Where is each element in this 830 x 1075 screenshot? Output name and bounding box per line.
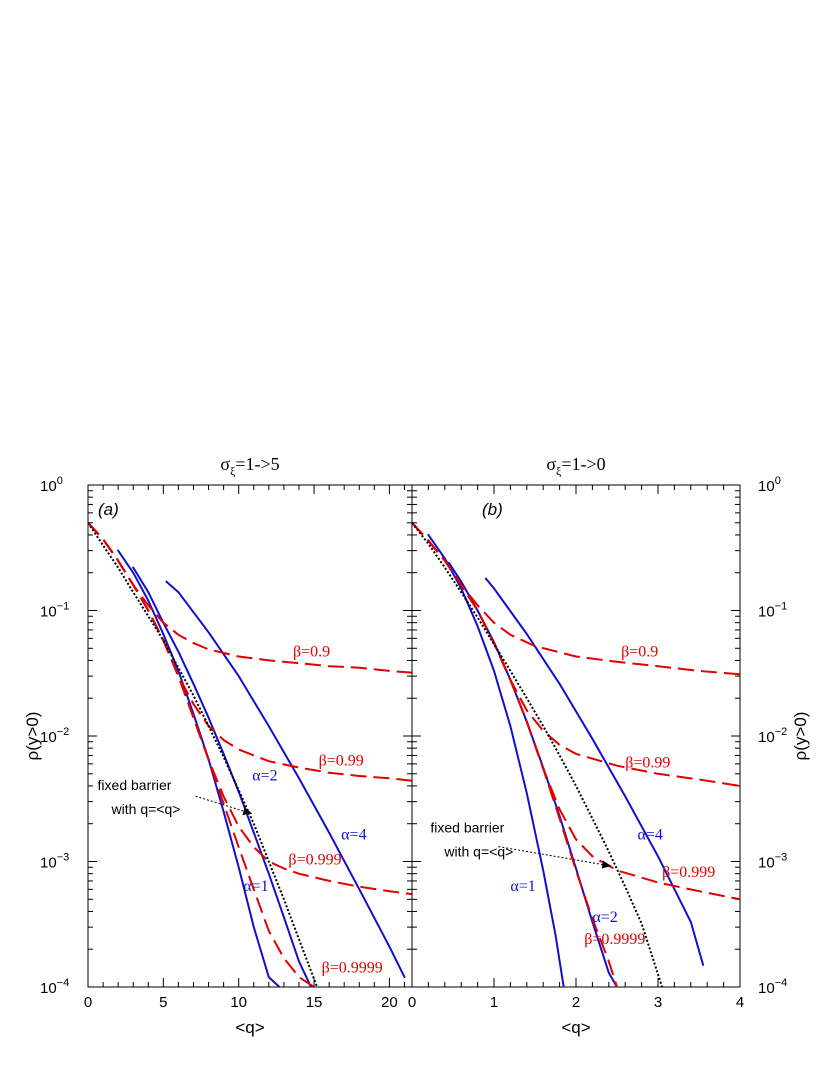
panel-a-fixed-arrow xyxy=(195,795,253,815)
panel-b-annotation: α=2 xyxy=(592,909,617,926)
panel-a-series-fixed-barrier-with-q-q- xyxy=(88,522,319,987)
panel-a-xtick-label: 10 xyxy=(230,994,247,1011)
panel-a-series--0-9 xyxy=(88,522,412,674)
panel-a-annotation: α=1 xyxy=(243,878,268,895)
panel-b-annotation: α=4 xyxy=(638,826,663,843)
panel-a-annotation: β=0.99 xyxy=(319,753,364,770)
panel-a-ylabel: ρ(y>0) xyxy=(23,712,42,761)
panel-b-ytick-label: 10−2 xyxy=(758,726,787,746)
panel-a-series--0-9999 xyxy=(88,522,315,987)
panel-b-title: σξ=1->0 xyxy=(546,454,605,478)
panel-a-fixed-label-line1: fixed barrier xyxy=(98,777,172,793)
panel-b-fixed-label-line2: with q=<q> xyxy=(443,844,513,860)
panel-a-ytick-label: 10−1 xyxy=(40,601,69,621)
panel-a-series--4 xyxy=(165,580,406,979)
panel-b-xlabel: <q> xyxy=(561,1018,590,1037)
panel-a-xtick-label: 0 xyxy=(84,994,92,1011)
panel-b-xtick-label: 3 xyxy=(654,994,662,1011)
panel-b-ytick-label: 10−3 xyxy=(758,852,787,872)
panel-a-annotation: β=0.9 xyxy=(293,643,330,660)
panel-b-xtick-label: 0 xyxy=(408,994,416,1011)
panel-a-fixed-arrowhead xyxy=(242,807,253,815)
panel-b-xtick-label: 4 xyxy=(736,994,744,1011)
panel-a-annotation: α=2 xyxy=(252,768,277,785)
panel-a-xlabel: <q> xyxy=(235,1018,264,1037)
panel-a-xtick-label: 5 xyxy=(159,994,167,1011)
panel-b-series--4 xyxy=(484,577,705,966)
panel-b-ytick-label: 10−1 xyxy=(758,601,787,621)
panel-a-annotation: β=0.9999 xyxy=(322,960,383,977)
panel-a-xtick-label: 15 xyxy=(306,994,323,1011)
panel-b-fixed-label-line1: fixed barrier xyxy=(430,820,504,836)
panel-b-annotation: β=0.99 xyxy=(625,755,670,772)
panel-a-fixed-label-line2: with q=<q> xyxy=(111,801,181,817)
panel-b-series--0-9999 xyxy=(412,522,618,987)
panel-a-xtick-label: 20 xyxy=(381,994,398,1011)
panel-a-title: σξ=1->5 xyxy=(220,454,279,478)
panel-b-ytick-label: 100 xyxy=(758,475,781,495)
panel-b-series--1 xyxy=(427,533,565,987)
panel-b-series-fixed-barrier-with-q-q- xyxy=(412,522,664,987)
panel-b-series--0-9 xyxy=(412,522,740,676)
panel-b-frame xyxy=(411,484,741,988)
panel-b-fixed-arrowhead xyxy=(601,860,612,869)
panel-a-series--0-99 xyxy=(88,522,412,782)
panel-b-annotation: β=0.9999 xyxy=(584,931,645,948)
panel-a-ytick-label: 10−3 xyxy=(40,852,69,872)
panel-a-panel-label: (a) xyxy=(98,500,119,519)
panel-b-series--0-99 xyxy=(412,522,740,787)
panel-a-annotation: β=0.999 xyxy=(288,851,341,868)
panel-a: 0 5 10 15 20 100 10−1 10−2 10−3 10−4 <q> ρ(y>0) σξ=1… xyxy=(23,454,413,1037)
panel-b-xtick-label: 2 xyxy=(572,994,580,1011)
panel-b-ytick-label: 10−4 xyxy=(758,977,787,997)
panel-a-ytick-label: 10−2 xyxy=(40,726,69,746)
panel-a-ytick-label: 100 xyxy=(40,475,63,495)
panel-b-annotation: α=1 xyxy=(510,878,535,895)
panel-b: 0 1 2 3 4 100 10−1 10−2 10−3 10−4 <q> ρ(y>0) σξ=1->0… xyxy=(408,454,810,1037)
panel-b-ylabel: ρ(y>0) xyxy=(791,712,810,761)
panel-b-annotation: β=0.9 xyxy=(621,643,658,660)
panel-b-fixed-arrow xyxy=(498,846,612,867)
panel-b-xtick-label: 1 xyxy=(490,994,498,1011)
panel-b-panel-label: (b) xyxy=(482,500,503,519)
panel-a-annotation: α=4 xyxy=(341,826,366,843)
panel-a-ytick-label: 10−4 xyxy=(40,977,69,997)
panel-b-annotation: β=0.999 xyxy=(662,864,715,881)
